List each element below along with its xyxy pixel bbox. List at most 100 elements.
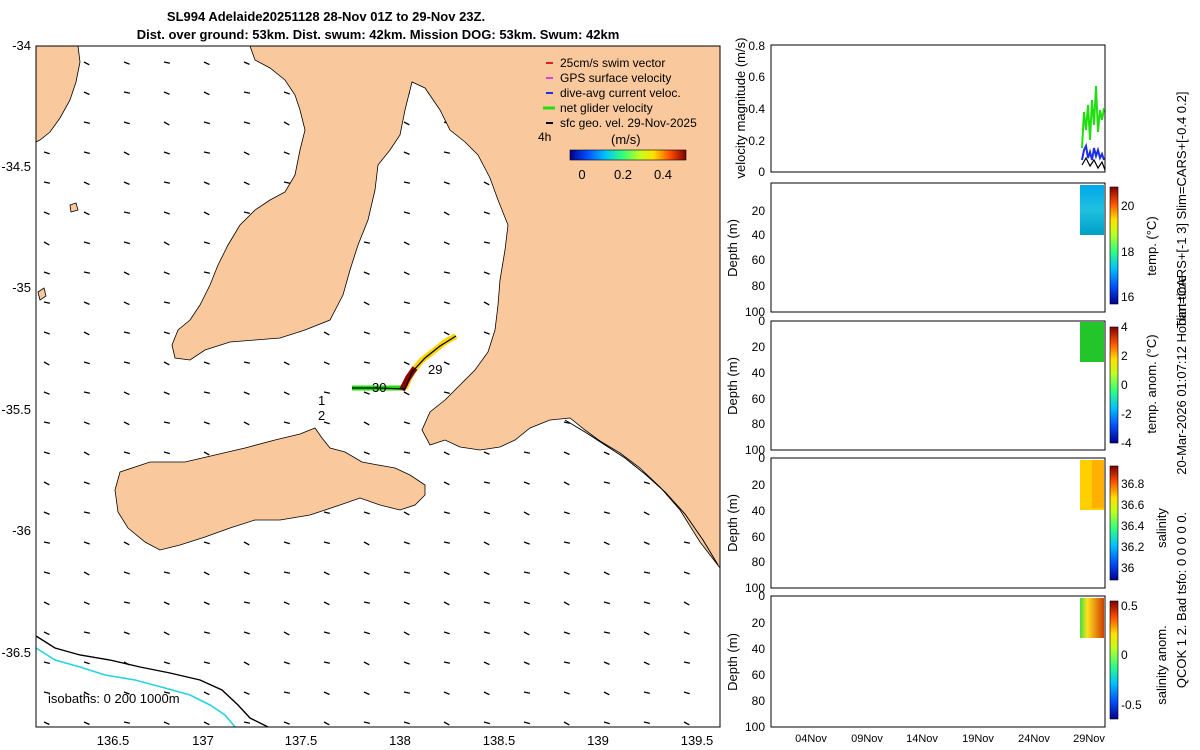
current-arrow (123, 301, 130, 306)
current-arrow (243, 211, 250, 215)
current-arrow (83, 511, 91, 514)
current-arrow (363, 391, 370, 395)
land-north-mainland (171, 45, 721, 570)
current-arrow (443, 691, 450, 695)
current-arrow (523, 541, 530, 545)
current-arrow (203, 721, 210, 726)
current-arrow (403, 301, 410, 305)
current-arrow (563, 601, 570, 606)
current-arrow (43, 181, 51, 184)
temp-anom-cb-label: temp. anom. (°C) (1144, 334, 1159, 433)
lat-tick--35.5: -35.5 (1, 402, 31, 417)
current-arrow (203, 241, 210, 245)
current-arrow (403, 181, 411, 184)
current-arrow (283, 631, 290, 636)
current-arrow (563, 691, 570, 695)
current-arrow (83, 481, 90, 485)
salinity-panel: 0 Depth (m) 20 40 60 80 100 36 36.2 36.4… (725, 451, 1169, 595)
map-legend: 25cm/s swim vector GPS surface velocity … (538, 56, 697, 182)
time-tick-14Nov: 14Nov (906, 733, 938, 745)
sal-anom-cb-label: salinity anom. (1154, 625, 1169, 704)
temp-section (1080, 185, 1104, 235)
current-arrow (123, 391, 130, 396)
sanom-cb--0.5: -0.5 (1121, 698, 1142, 712)
current-arrow (243, 691, 250, 695)
velocity-net-series (1081, 85, 1105, 149)
current-arrow (563, 661, 571, 664)
current-arrow (363, 421, 370, 426)
current-arrow (203, 271, 211, 274)
current-arrow (163, 301, 171, 304)
current-arrow (683, 631, 690, 635)
temp-depth-40: 40 (752, 228, 766, 242)
current-arrow (403, 271, 410, 276)
current-arrow (403, 571, 411, 574)
salinity-colorbar (1109, 465, 1119, 581)
current-arrow (43, 211, 50, 215)
current-arrow (163, 691, 171, 694)
current-arrow (363, 541, 370, 546)
current-arrow (83, 391, 91, 394)
sal-anom-frame (770, 595, 1106, 728)
current-arrow (203, 661, 210, 665)
current-arrow (683, 661, 691, 664)
current-arrow (163, 151, 170, 155)
legend-dive: dive-avg current veloc. (560, 86, 681, 100)
current-arrow (203, 451, 210, 456)
current-arrow (163, 631, 170, 636)
current-arrow (603, 481, 610, 485)
current-arrow (323, 631, 330, 635)
current-arrow (123, 91, 131, 94)
current-arrow (403, 661, 410, 665)
current-arrow (523, 601, 530, 605)
current-arrow (243, 601, 251, 604)
current-arrow (643, 691, 650, 695)
tanom-cb-0: 0 (1121, 378, 1128, 392)
current-arrow (443, 271, 451, 274)
sal-cb-36.8: 36.8 (1121, 477, 1145, 491)
sanom-depth-0: 0 (758, 589, 765, 603)
salinity-section-b (1092, 460, 1104, 508)
current-arrow (563, 481, 570, 486)
temp-cb-20: 20 (1121, 199, 1135, 213)
current-arrow (43, 391, 50, 395)
current-arrow (363, 721, 370, 725)
current-arrow (443, 541, 450, 544)
current-arrow (323, 331, 330, 336)
current-arrow (483, 691, 490, 696)
current-arrow (283, 421, 290, 425)
current-arrow (283, 601, 290, 605)
current-arrow (403, 721, 410, 725)
isobath-200-coast (564, 419, 719, 566)
current-arrow (43, 451, 50, 455)
current-arrow (243, 121, 250, 125)
current-arrow (203, 541, 210, 545)
current-arrow (323, 601, 330, 606)
current-arrow (563, 451, 570, 456)
current-arrow (123, 61, 130, 65)
current-arrow (203, 631, 210, 635)
current-arrow (523, 661, 530, 665)
current-arrow (443, 481, 450, 486)
current-arrow (123, 271, 130, 276)
time-axis: 04Nov 09Nov 14Nov 19Nov 24Nov 29Nov (795, 733, 1105, 745)
velocity-frame (770, 44, 1106, 173)
current-arrow (443, 721, 450, 726)
current-arrow (243, 181, 250, 186)
current-arrow (603, 571, 610, 576)
current-arrow (83, 211, 90, 216)
current-arrow (283, 361, 290, 366)
legend-interval: 4h (538, 130, 551, 144)
current-arrow (403, 211, 410, 215)
current-arrow (163, 331, 170, 335)
time-tick-24Nov: 24Nov (1018, 733, 1050, 745)
map-lat-ticks: -34 -34.5 -35 -35.5 -36 -36.5 (1, 38, 31, 660)
current-arrow (203, 211, 210, 216)
current-arrow (163, 721, 170, 725)
current-arrow (283, 691, 291, 694)
current-arrow (323, 721, 330, 726)
sanom-depth-100: 100 (745, 720, 765, 734)
current-arrow (363, 271, 370, 275)
vel-tick-0: 0 (758, 165, 765, 179)
